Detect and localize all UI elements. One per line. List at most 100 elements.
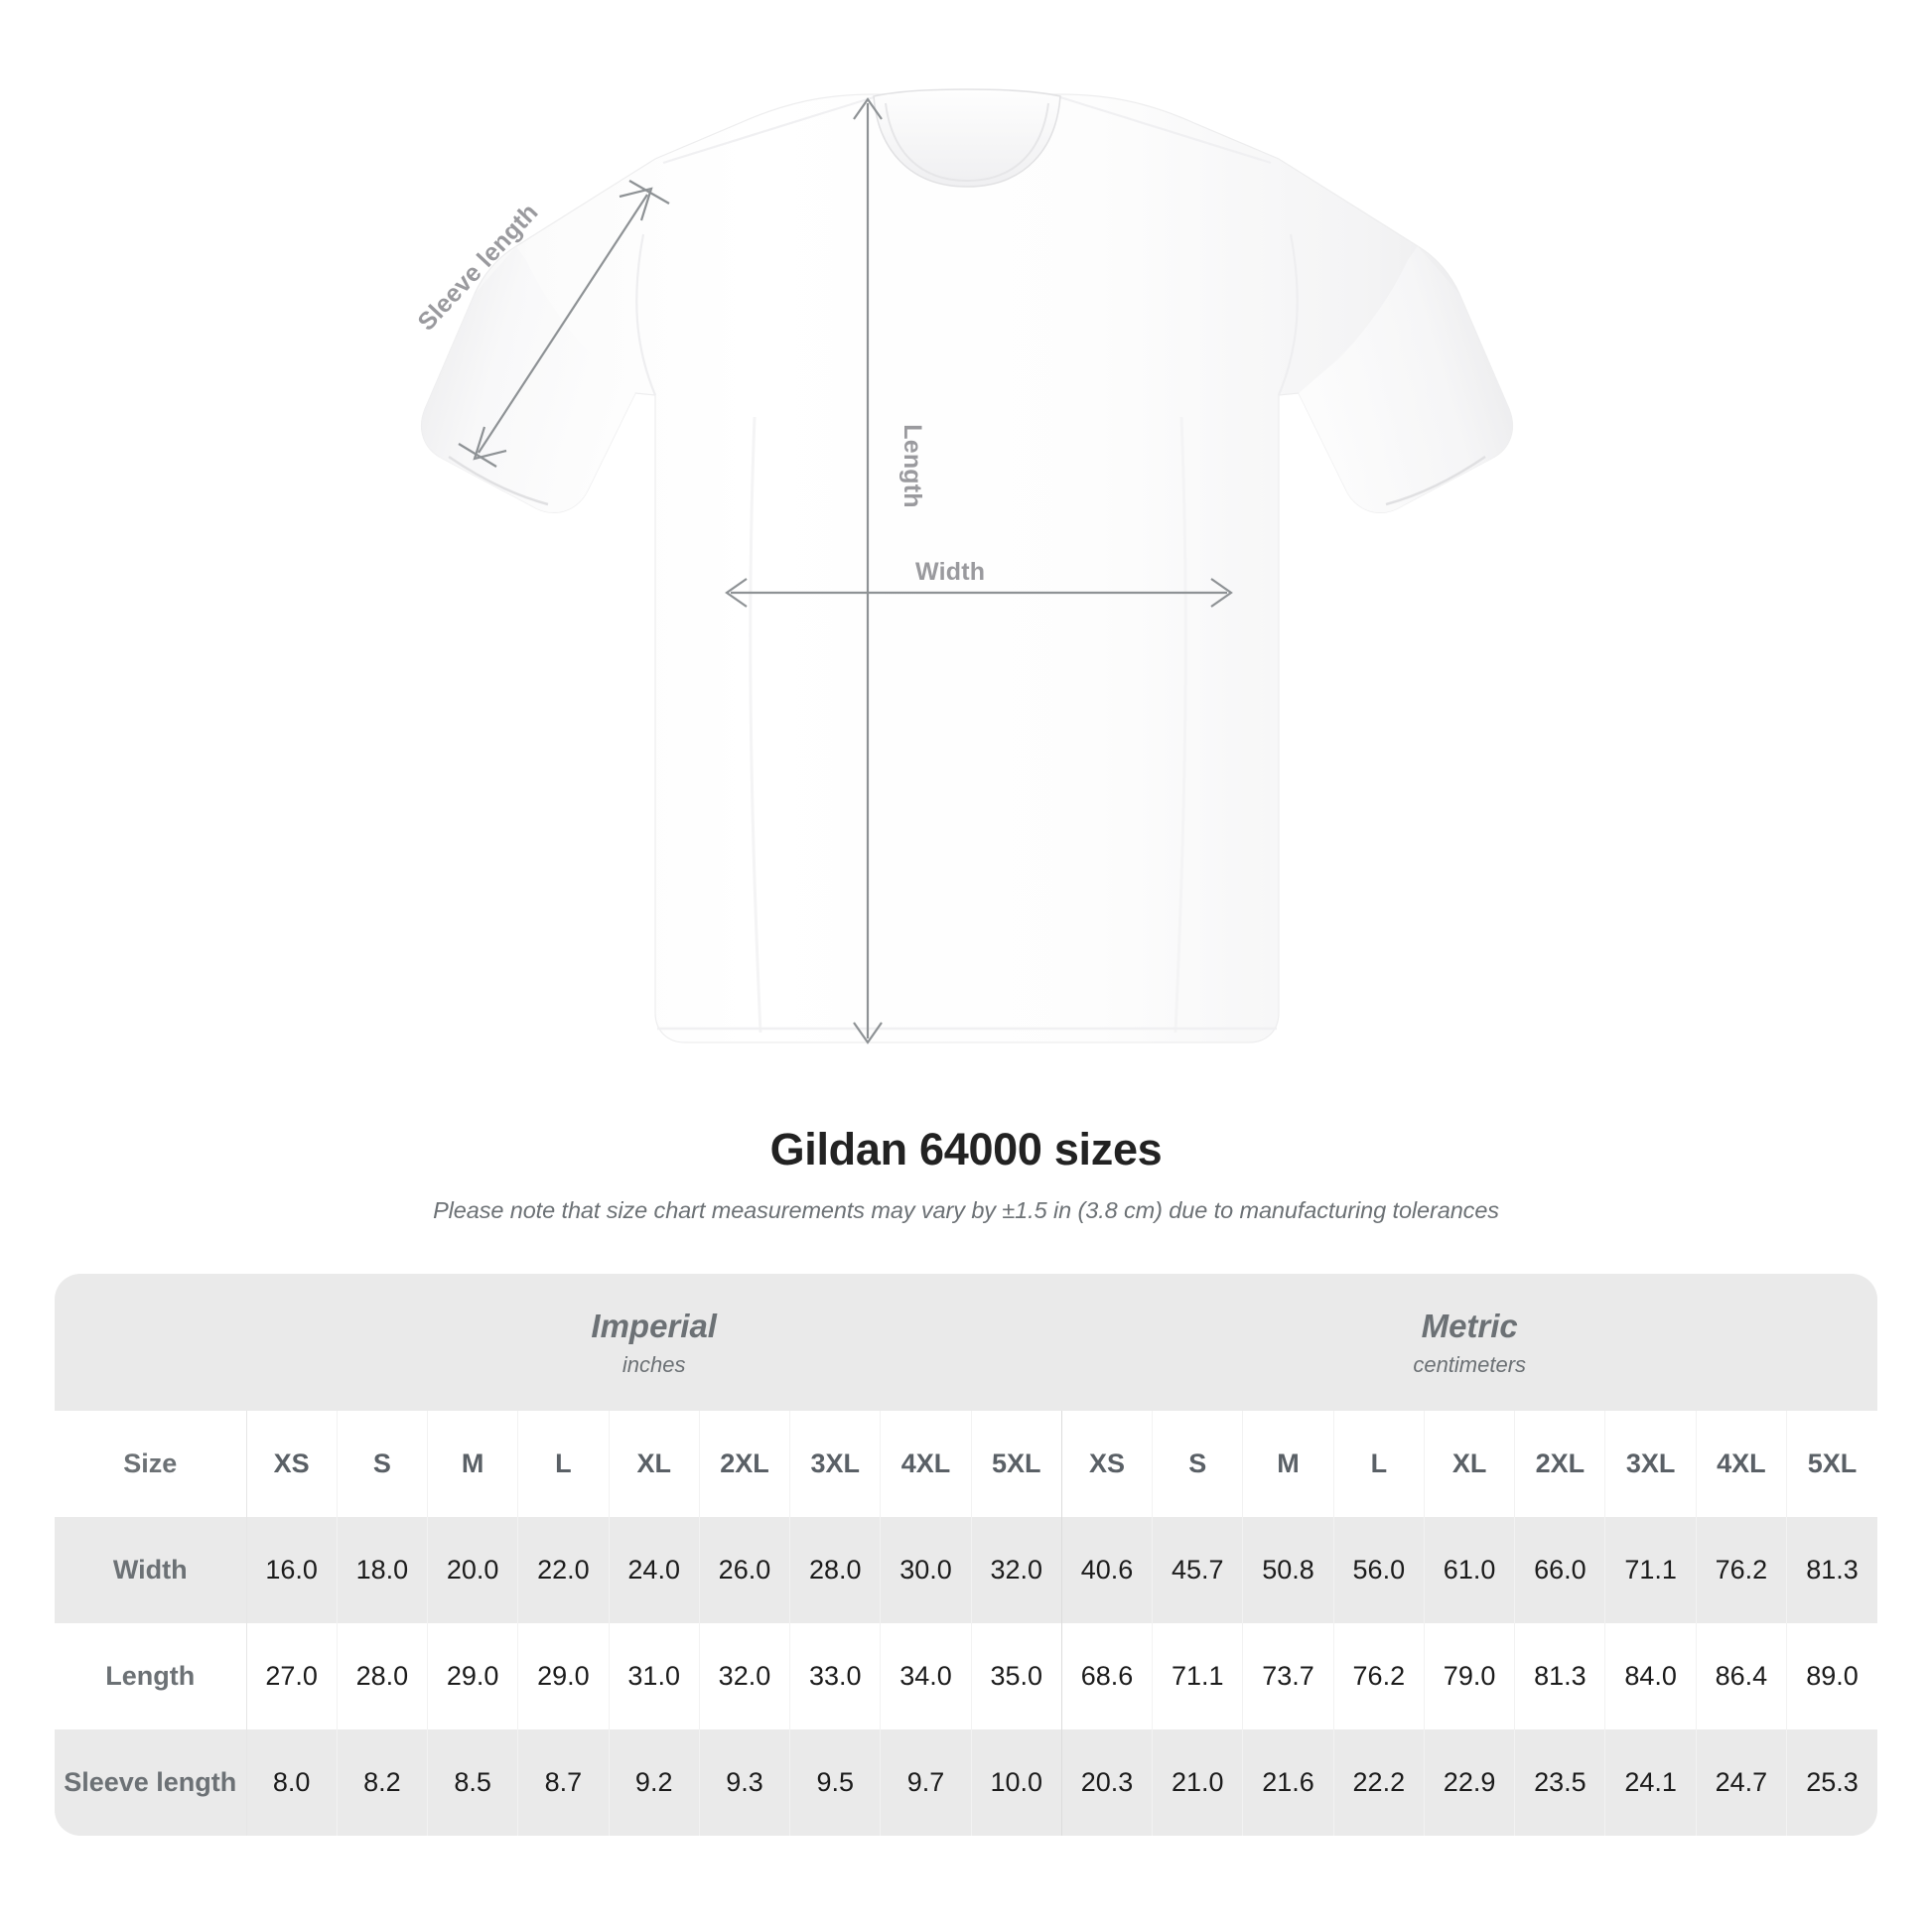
imperial-unit-label: inches [621, 1351, 686, 1377]
unit-spacer-cell [55, 1274, 246, 1411]
table-row: Sleeve length 8.0 8.2 8.5 8.7 9.2 9.3 9.5 9.7 10.… [55, 1729, 1877, 1836]
right-armhole-seam [1277, 233, 1299, 396]
collar-inner-line [885, 102, 1049, 183]
cell-imperial-L: 22.0 [517, 1517, 610, 1623]
tshirt-diagram: Sleeve length Length Width [412, 88, 1513, 1044]
cell-imperial-4XL: 34.0 [880, 1623, 972, 1729]
unit-system-row: Imperial inches Metric centimeters [55, 1274, 1877, 1411]
cell-metric-XL: 79.0 [1424, 1623, 1516, 1729]
row-label: Length [55, 1623, 247, 1729]
cell-imperial-XL: 24.0 [609, 1517, 700, 1623]
cell-metric-XS: 20.3 [1061, 1729, 1154, 1836]
cell-imperial-M: 8.5 [427, 1729, 519, 1836]
cell-metric-L: 76.2 [1333, 1623, 1425, 1729]
cell-metric-XS: 68.6 [1061, 1623, 1154, 1729]
table-row: Width 16.0 18.0 20.0 22.0 24.0 26.0 28.0 30.0 32.… [55, 1517, 1877, 1623]
column-header-imperial-XL: XL [609, 1411, 700, 1517]
left-sleeve-shading [421, 246, 635, 513]
cell-imperial-3XL: 33.0 [789, 1623, 882, 1729]
right-sleeve-shading [1299, 246, 1513, 513]
cell-imperial-XL: 31.0 [609, 1623, 700, 1729]
cell-imperial-S: 28.0 [337, 1623, 429, 1729]
cell-metric-5XL: 25.3 [1786, 1729, 1877, 1836]
column-header-metric-5XL: 5XL [1786, 1411, 1877, 1517]
cell-metric-M: 73.7 [1242, 1623, 1334, 1729]
size-table: Imperial inches Metric centimeters Size X… [55, 1274, 1877, 1836]
cell-imperial-XS: 8.0 [246, 1729, 338, 1836]
cell-metric-4XL: 24.7 [1696, 1729, 1788, 1836]
cell-imperial-3XL: 9.5 [789, 1729, 882, 1836]
length-label: Length [897, 424, 926, 508]
cell-imperial-XL: 9.2 [609, 1729, 700, 1836]
cell-metric-S: 45.7 [1152, 1517, 1244, 1623]
cell-metric-S: 71.1 [1152, 1623, 1244, 1729]
page-title: Gildan 64000 sizes [769, 1124, 1163, 1174]
size-table-body: Size XS S M L XL 2XL 3XL 4XL 5XL XS S M L XL 2XL 3XL 4XL 5… [55, 1411, 1877, 1836]
cell-imperial-5XL: 10.0 [971, 1729, 1062, 1836]
length-measure-line [853, 97, 883, 1044]
cell-imperial-3XL: 28.0 [789, 1517, 882, 1623]
column-header-imperial-3XL: 3XL [789, 1411, 882, 1517]
metric-label: Metric [1421, 1307, 1518, 1344]
column-header-metric-S: S [1152, 1411, 1244, 1517]
column-header-metric-XL: XL [1424, 1411, 1516, 1517]
column-header-metric-L: L [1333, 1411, 1425, 1517]
column-header-imperial-S: S [337, 1411, 429, 1517]
left-armhole-seam [635, 233, 657, 396]
column-header-imperial-M: M [427, 1411, 519, 1517]
cell-imperial-L: 8.7 [517, 1729, 610, 1836]
column-header-metric-M: M [1242, 1411, 1334, 1517]
cell-metric-3XL: 71.1 [1604, 1517, 1697, 1623]
row-label: Sleeve length [55, 1729, 247, 1836]
cell-imperial-2XL: 9.3 [699, 1729, 791, 1836]
row-label: Width [55, 1517, 247, 1623]
size-table-container: Imperial inches Metric centimeters Size X… [55, 1274, 1877, 1836]
cell-metric-5XL: 89.0 [1786, 1623, 1877, 1729]
cell-imperial-M: 29.0 [427, 1623, 519, 1729]
column-header-imperial-2XL: 2XL [699, 1411, 791, 1517]
tolerance-note: Please note that size chart measurements… [433, 1197, 1499, 1223]
cell-metric-3XL: 24.1 [1604, 1729, 1697, 1836]
collar [873, 88, 1061, 188]
cell-imperial-5XL: 35.0 [971, 1623, 1062, 1729]
cell-imperial-4XL: 9.7 [880, 1729, 972, 1836]
imperial-label: Imperial [591, 1307, 717, 1344]
metric-header-cell: Metric centimeters [1061, 1274, 1877, 1411]
left-sleeve-hem [448, 455, 549, 506]
cell-metric-M: 50.8 [1242, 1517, 1334, 1623]
cell-metric-4XL: 86.4 [1696, 1623, 1788, 1729]
width-label: Width [915, 558, 986, 586]
cell-imperial-2XL: 32.0 [699, 1623, 791, 1729]
cell-metric-3XL: 84.0 [1604, 1623, 1697, 1729]
column-header-imperial-L: L [517, 1411, 610, 1517]
left-shoulder-seam [662, 95, 875, 165]
cell-metric-4XL: 76.2 [1696, 1517, 1788, 1623]
cell-metric-2XL: 66.0 [1514, 1517, 1606, 1623]
cell-metric-L: 22.2 [1333, 1729, 1425, 1836]
cell-metric-L: 56.0 [1333, 1517, 1425, 1623]
column-header-imperial-4XL: 4XL [880, 1411, 972, 1517]
shirt-body-shape [421, 93, 1513, 1043]
title-block: Gildan 64000 sizes Please note that size… [0, 1124, 1932, 1224]
table-row: Length 27.0 28.0 29.0 29.0 31.0 32.0 33.0 34.0 35… [55, 1623, 1877, 1729]
cell-imperial-XS: 27.0 [246, 1623, 338, 1729]
cell-metric-5XL: 81.3 [1786, 1517, 1877, 1623]
cell-imperial-S: 8.2 [337, 1729, 429, 1836]
metric-unit-label: centimeters [1413, 1351, 1527, 1377]
cell-metric-XL: 61.0 [1424, 1517, 1516, 1623]
column-header-imperial-XS: XS [246, 1411, 338, 1517]
cell-metric-XS: 40.6 [1061, 1517, 1154, 1623]
size-table-head: Imperial inches Metric centimeters [55, 1274, 1877, 1411]
size-header-row: Size XS S M L XL 2XL 3XL 4XL 5XL XS S M L XL 2XL 3XL 4XL 5… [55, 1411, 1877, 1517]
body-fold-right [1173, 416, 1187, 1034]
column-header-metric-4XL: 4XL [1696, 1411, 1788, 1517]
sleeve-measure-line [458, 180, 670, 468]
width-measure-line [725, 578, 1233, 608]
cell-imperial-S: 18.0 [337, 1517, 429, 1623]
cell-metric-M: 21.6 [1242, 1729, 1334, 1836]
right-sleeve-hem [1385, 455, 1486, 506]
column-header-metric-XS: XS [1061, 1411, 1154, 1517]
tshirt-illustration [421, 88, 1513, 1044]
column-header-imperial-5XL: 5XL [971, 1411, 1062, 1517]
